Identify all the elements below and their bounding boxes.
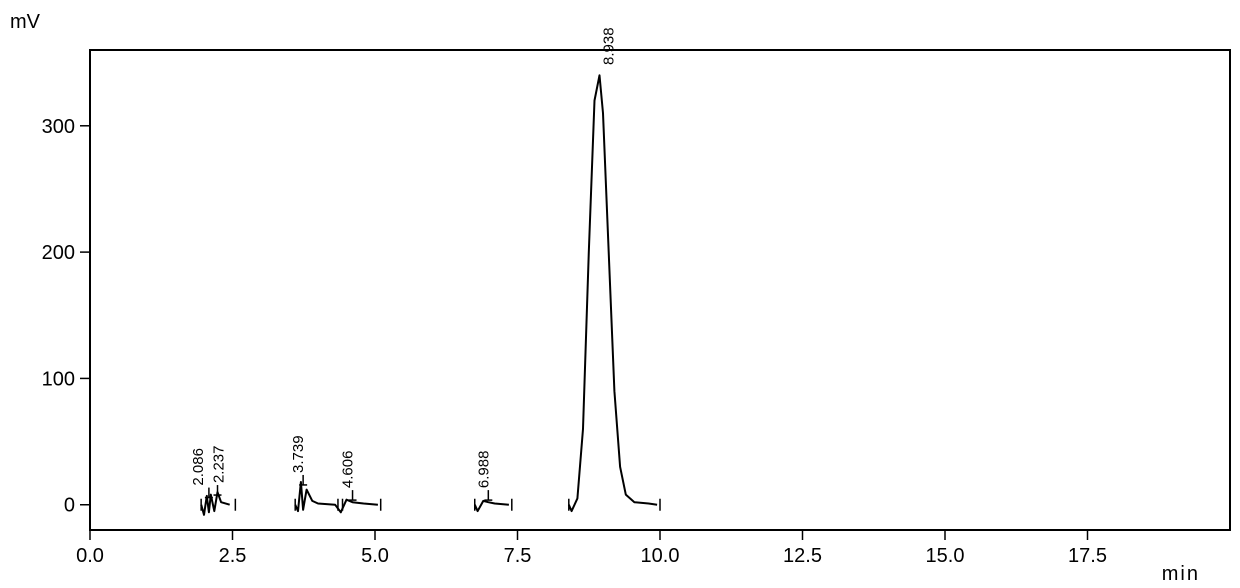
x-tick-label: 5.0 xyxy=(361,545,389,567)
y-axis-label: mV xyxy=(10,11,41,33)
peak-label: 3.739 xyxy=(290,435,307,473)
plot-frame xyxy=(90,50,1230,530)
x-tick-label: 7.5 xyxy=(504,545,532,567)
peak-label: 2.086 xyxy=(190,448,207,486)
x-tick-label: 12.5 xyxy=(783,545,822,567)
y-tick-label: 300 xyxy=(42,116,75,138)
chart-svg: 0.0 2.5 5.0 7.5 10.0 12.5 15.0 17.5 0 100 200 300 mV… xyxy=(0,0,1240,588)
peak-label: 2.237 xyxy=(211,446,228,484)
x-tick-label: 2.5 xyxy=(219,545,247,567)
x-tick-label: 17.5 xyxy=(1068,545,1107,567)
chromatogram-trace xyxy=(201,75,657,515)
peak-label: 8.938 xyxy=(600,27,617,65)
peak-label: 4.606 xyxy=(340,451,357,489)
y-tick-label: 100 xyxy=(42,368,75,390)
y-tick-label: 0 xyxy=(64,495,75,517)
x-tick-label: 10.0 xyxy=(641,545,680,567)
chromatogram-chart: 0.0 2.5 5.0 7.5 10.0 12.5 15.0 17.5 0 100 200 300 mV… xyxy=(0,0,1240,588)
y-tick-label: 200 xyxy=(42,242,75,264)
x-axis-label: min xyxy=(1162,563,1200,585)
x-tick-label: 0.0 xyxy=(76,545,104,567)
peak-label: 6.988 xyxy=(475,451,492,489)
x-tick-label: 15.0 xyxy=(926,545,965,567)
